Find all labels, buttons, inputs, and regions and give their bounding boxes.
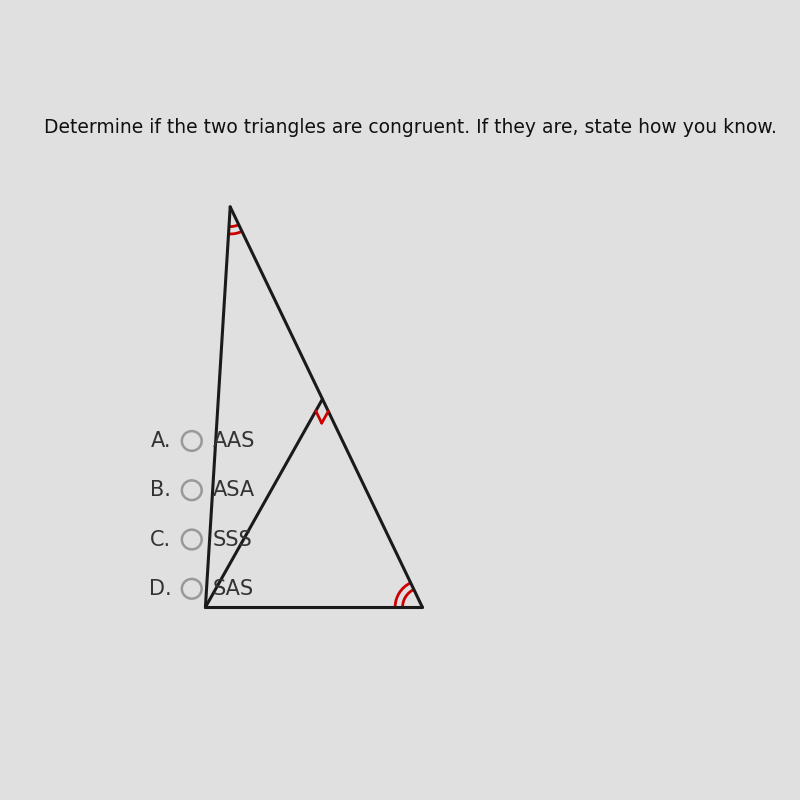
Text: AAS: AAS	[213, 431, 255, 451]
Text: SAS: SAS	[213, 579, 254, 598]
Text: D.: D.	[149, 579, 171, 598]
Text: Determine if the two triangles are congruent. If they are, state how you know.: Determine if the two triangles are congr…	[43, 118, 777, 137]
Text: ASA: ASA	[213, 480, 255, 500]
Text: SSS: SSS	[213, 530, 253, 550]
Text: C.: C.	[150, 530, 171, 550]
Text: B.: B.	[150, 480, 171, 500]
Text: A.: A.	[151, 431, 171, 451]
